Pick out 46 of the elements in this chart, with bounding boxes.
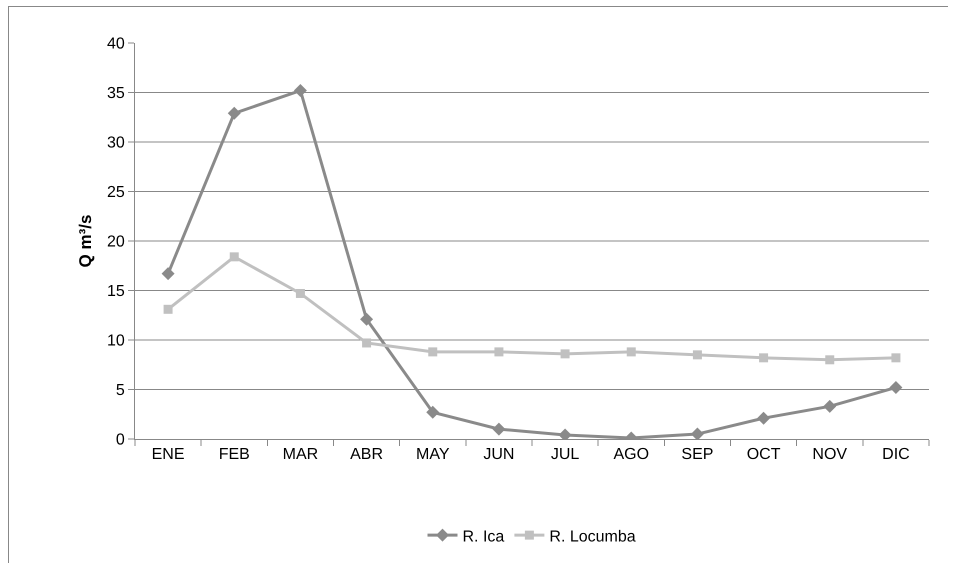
point (494, 347, 504, 356)
point (757, 412, 770, 425)
y-tick-label: 35 (107, 85, 125, 102)
point (759, 353, 768, 362)
y-tick-label: 20 (107, 234, 125, 251)
y-tick-label: 10 (107, 332, 125, 350)
point (626, 347, 636, 356)
x-tick-label: JUN (483, 446, 514, 464)
point (362, 338, 372, 348)
x-tick-label: JUL (550, 446, 580, 464)
point (164, 304, 173, 314)
point (825, 355, 834, 364)
point (692, 350, 702, 360)
point (162, 267, 175, 280)
point (296, 288, 305, 298)
point (891, 353, 900, 362)
legend-label: R. Ica (462, 528, 504, 546)
point (690, 428, 704, 439)
point (228, 106, 241, 120)
y-tick-label: 0 (116, 432, 125, 449)
x-tick-label: FEB (218, 446, 250, 464)
point (426, 406, 440, 419)
point (428, 347, 438, 356)
point (294, 84, 307, 98)
point (889, 381, 902, 394)
y-tick-label: 40 (107, 36, 125, 53)
point (492, 422, 506, 436)
x-tick-label: DIC (882, 446, 910, 464)
legend-label: R. Locumba (549, 528, 636, 546)
y-tick-label: 15 (107, 283, 125, 300)
y-tick-label: 30 (107, 134, 125, 152)
point (230, 252, 239, 262)
x-tick-label: MAR (282, 446, 318, 464)
x-tick-label: AGO (613, 446, 650, 464)
x-tick-label: NOV (812, 446, 848, 464)
x-tick-label: OCT (746, 446, 781, 464)
x-tick-label: ABR (350, 446, 384, 464)
y-tick-label: 5 (116, 382, 125, 400)
point (360, 312, 374, 326)
x-tick-label: SEP (681, 446, 714, 464)
y-axis-title: Q m³/s (76, 214, 95, 268)
point (823, 400, 836, 413)
y-tick-label: 25 (107, 184, 125, 202)
x-tick-label: MAY (416, 446, 450, 464)
x-tick-label: ENE (152, 446, 185, 464)
point (560, 349, 570, 358)
